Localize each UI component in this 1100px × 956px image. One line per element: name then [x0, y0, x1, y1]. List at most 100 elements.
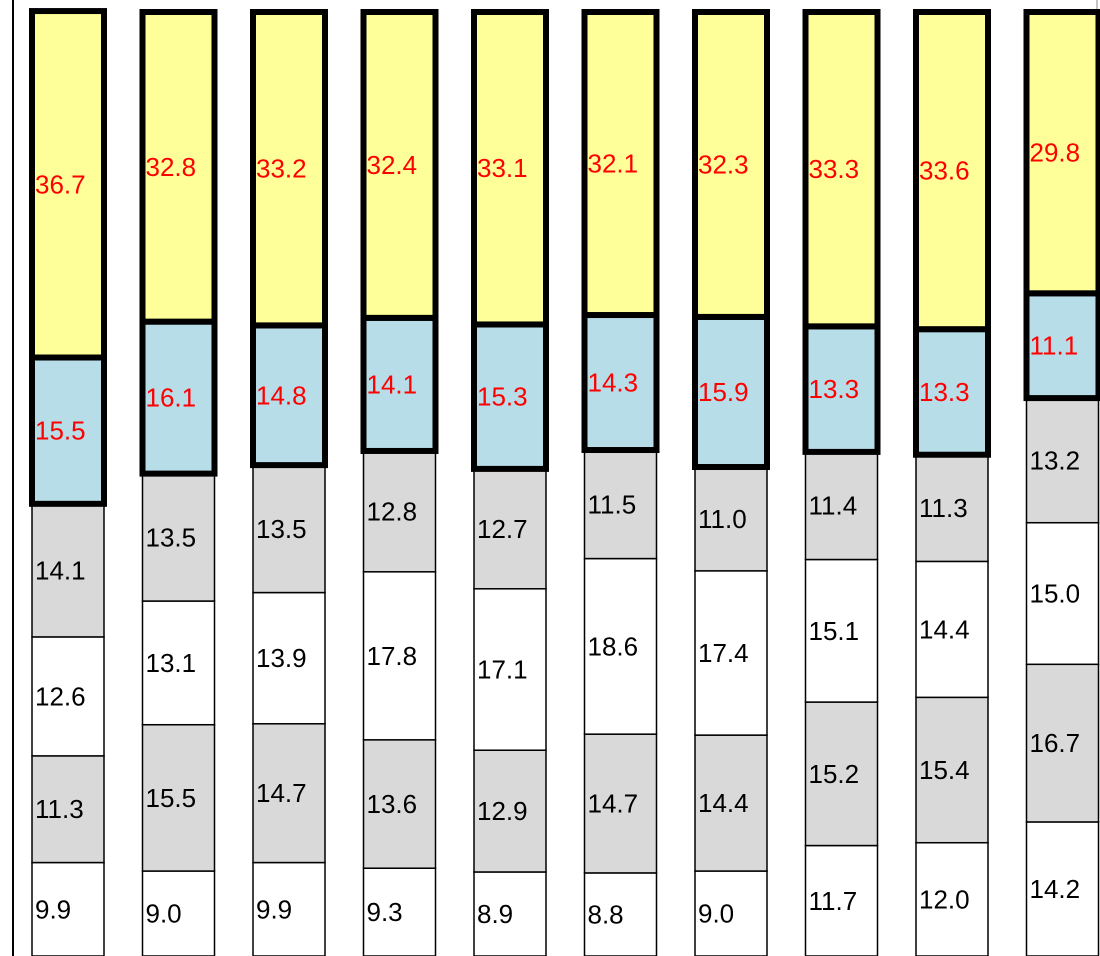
- data-label: 15.5: [146, 783, 197, 813]
- bar-10: 14.2 16.7 15.0 13.2 11.1 29.8: [1023, 9, 1100, 956]
- data-label: 14.7: [588, 789, 639, 819]
- data-label: 14.8: [256, 380, 307, 410]
- data-label: 15.2: [809, 759, 860, 789]
- bar-segment: [362, 450, 437, 573]
- bar-segment: [1023, 290, 1100, 402]
- data-label: 9.0: [146, 899, 182, 929]
- data-label: 13.5: [146, 522, 197, 552]
- data-label: 9.9: [256, 894, 292, 924]
- data-label: 13.9: [256, 643, 307, 673]
- data-label: 32.1: [588, 149, 639, 179]
- bar-segment: [915, 560, 989, 699]
- bar-segment: [1025, 821, 1100, 956]
- data-label: 14.3: [588, 368, 639, 398]
- bar-segment: [141, 870, 216, 956]
- bar-segment: [581, 312, 660, 454]
- data-label: 13.3: [809, 374, 860, 404]
- data-label: 14.2: [1030, 874, 1081, 904]
- data-label: 11.3: [919, 493, 968, 523]
- data-label: 14.1: [367, 369, 418, 399]
- bar-segment: [362, 571, 437, 741]
- bar-segment: [694, 734, 768, 872]
- bar-segment: [473, 588, 547, 751]
- bar-segment: [362, 739, 437, 869]
- bar-segment: [1025, 521, 1100, 666]
- bar-segment: [915, 453, 989, 563]
- bar-segment: [1025, 397, 1100, 524]
- data-label: 8.8: [588, 899, 624, 929]
- data-label: 11.7: [809, 886, 858, 916]
- data-label: 33.2: [256, 154, 307, 184]
- data-label: 11.1: [1030, 331, 1079, 361]
- data-label: 11.0: [698, 504, 747, 534]
- data-label: 16.1: [146, 383, 197, 413]
- bar-segment: [802, 9, 881, 330]
- bar-6: 8.8 14.7 18.6 11.5 14.3 32.1: [581, 9, 660, 956]
- bar-segment: [913, 9, 991, 333]
- data-label: 33.6: [919, 156, 970, 186]
- data-label: 13.1: [146, 648, 197, 678]
- data-label: 18.6: [588, 631, 639, 661]
- data-label: 15.5: [35, 416, 86, 446]
- bar-segment: [31, 503, 105, 638]
- bar-segment: [915, 841, 989, 956]
- bar-segment: [362, 867, 437, 956]
- bar-segment: [583, 733, 658, 874]
- bar-segment: [31, 861, 105, 956]
- data-label: 32.3: [698, 149, 749, 179]
- data-label: 13.5: [256, 514, 307, 544]
- bar-segment: [694, 466, 768, 572]
- data-label: 9.9: [35, 894, 71, 924]
- bar-1: 9.9 11.3 12.6 14.1 15.5 36.7: [29, 8, 107, 956]
- bar-segment: [473, 749, 547, 873]
- data-label: 14.1: [35, 555, 86, 585]
- bar-segment: [252, 591, 326, 725]
- bar-segment: [252, 723, 326, 864]
- bar-segment: [141, 723, 216, 872]
- data-label: 12.9: [477, 796, 528, 826]
- bar-segment: [31, 755, 105, 864]
- bar-segment: [250, 9, 328, 329]
- data-label: 14.4: [698, 788, 749, 818]
- bar-segment: [581, 9, 660, 319]
- bar-segment: [141, 600, 216, 726]
- data-label: 12.6: [35, 681, 86, 711]
- bar-5: 8.9 12.9 17.1 12.7 15.3 33.1: [471, 9, 549, 956]
- data-label: 16.7: [1030, 728, 1081, 758]
- bar-9: 12.0 15.4 14.4 11.3 13.3 33.6: [913, 9, 991, 956]
- bar-segment: [139, 318, 218, 477]
- bar-segment: [360, 314, 439, 454]
- data-label: 9.0: [698, 899, 734, 929]
- data-label: 29.8: [1030, 138, 1081, 168]
- data-label: 15.0: [1030, 579, 1081, 609]
- data-label: 15.9: [698, 377, 749, 407]
- bar-7: 9.0 14.4 17.4 11.0 15.9 32.3: [692, 9, 770, 956]
- bar-4: 9.3 13.6 17.8 12.8 14.1 32.4: [360, 9, 439, 956]
- data-label: 12.8: [367, 496, 418, 526]
- bar-segment: [29, 8, 107, 361]
- data-label: 15.4: [919, 755, 970, 785]
- bar-segment: [583, 872, 658, 956]
- bar-3: 9.9 14.7 13.9 13.5 14.8 33.2: [250, 9, 328, 956]
- data-label: 13.6: [367, 789, 418, 819]
- bar-segment: [1023, 9, 1100, 297]
- bar-segment: [915, 696, 989, 844]
- data-label: 14.7: [256, 778, 307, 808]
- bar-segment: [583, 449, 658, 560]
- bar-segment: [804, 558, 879, 703]
- data-label: 32.8: [146, 152, 197, 182]
- data-label: 17.1: [477, 654, 528, 684]
- bar-segment: [139, 9, 218, 325]
- data-label: 12.0: [919, 884, 970, 914]
- data-label: 36.7: [35, 169, 86, 199]
- data-label: 11.3: [35, 794, 84, 824]
- bar-segment: [692, 9, 770, 320]
- data-label: 12.7: [477, 514, 528, 544]
- data-label: 15.1: [809, 616, 860, 646]
- data-label: 11.5: [588, 489, 637, 519]
- bar-segment: [360, 9, 439, 321]
- bar-2: 9.0 15.5 13.1 13.5 16.1 32.8: [139, 9, 218, 956]
- data-label: 11.4: [809, 491, 858, 521]
- bar-8: 11.7 15.2 15.1 11.4 13.3 33.3: [802, 9, 881, 956]
